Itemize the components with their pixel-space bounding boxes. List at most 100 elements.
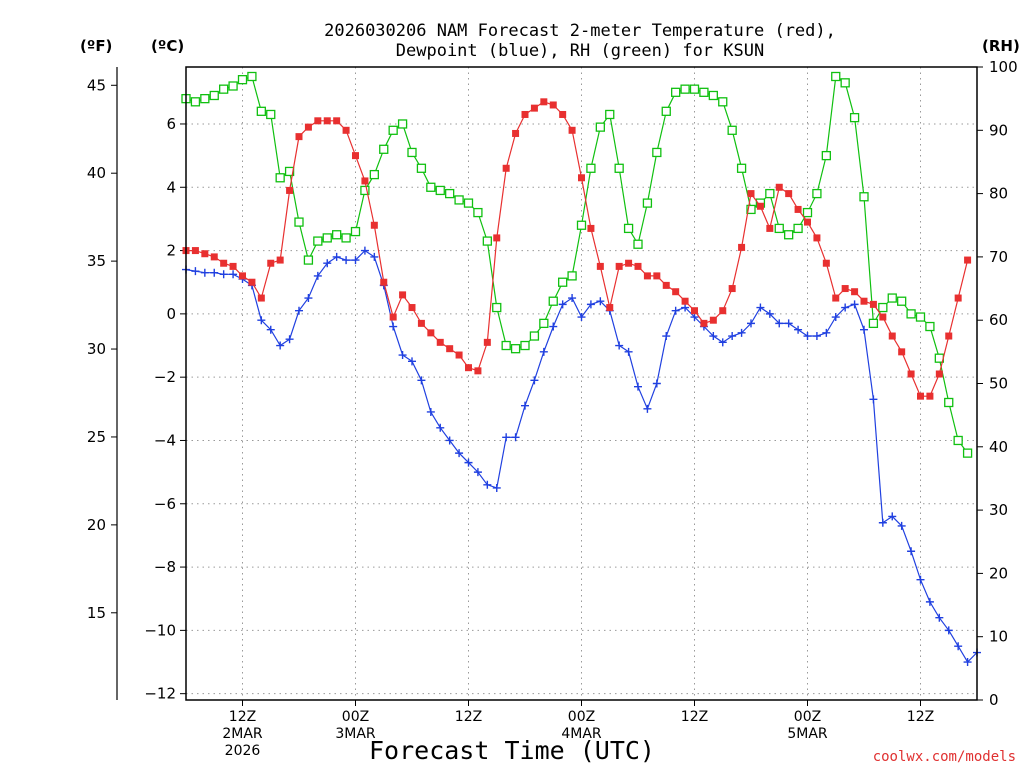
time-tick-label: 12Z	[455, 709, 482, 725]
fahrenheit-tick-label: 35	[87, 252, 106, 270]
dewpoint-point	[568, 294, 577, 303]
dewpoint-point	[210, 268, 219, 277]
temperature-point	[304, 123, 312, 131]
dewpoint-point	[408, 357, 416, 366]
dewpoint-point	[511, 433, 520, 442]
celsius-tick-label: −2	[154, 368, 176, 386]
rh-point	[887, 293, 897, 303]
rh-point	[840, 78, 850, 88]
dewpoint-point	[765, 309, 774, 318]
rh-point	[379, 144, 389, 154]
temperature-point	[380, 278, 388, 286]
rh-tick-label: 50	[989, 375, 1008, 393]
dewpoint-point	[549, 322, 558, 331]
dewpoint-point	[445, 436, 454, 445]
rh-point	[897, 296, 907, 306]
temperature-point	[502, 164, 510, 172]
dewpoint-point	[935, 613, 944, 622]
rh-point	[576, 220, 587, 230]
dewpoint-point	[332, 252, 341, 261]
rh-point	[944, 397, 954, 408]
chart-title-line2: Dewpoint (blue), RH (green) for KSUN	[396, 41, 764, 61]
celsius-tick-label: 4	[166, 178, 176, 196]
dewpoint-point	[831, 313, 840, 322]
dewpoint-point	[200, 268, 209, 277]
temperature-point	[191, 247, 199, 255]
dewpoint-line	[185, 249, 978, 663]
dewpoint-point	[728, 332, 737, 341]
rh-point	[435, 185, 445, 196]
plot-frame	[185, 66, 978, 701]
rh-point	[962, 448, 973, 458]
temperature-point	[483, 338, 491, 346]
temperature-point	[813, 234, 821, 242]
time-tick-label: 00Z	[342, 709, 369, 725]
dewpoint-point	[492, 483, 501, 492]
temperature-point	[521, 110, 529, 118]
time-tick-label: 12Z	[907, 709, 934, 725]
dewpoint-point	[822, 328, 831, 337]
temperature-point	[681, 297, 689, 305]
dewpoint-point	[191, 267, 200, 276]
rh-point	[219, 84, 229, 94]
temperature-point	[389, 313, 397, 321]
dewpoint-point	[464, 458, 473, 467]
temperature-point	[738, 243, 746, 251]
temperature-point	[766, 224, 774, 232]
rh-point	[558, 277, 568, 287]
fahrenheit-tick-label: 25	[87, 428, 106, 446]
rh-point	[774, 223, 784, 234]
series-rh	[181, 71, 973, 458]
time-tick-label: 4MAR	[561, 726, 602, 742]
dewpoint-point	[624, 347, 633, 356]
rh-point	[275, 173, 285, 183]
temperature-point	[691, 307, 698, 315]
temperature-point	[220, 259, 228, 267]
celsius-tick-label: −10	[144, 621, 176, 639]
rh-point	[793, 223, 803, 234]
dewpoint-point	[295, 306, 303, 315]
temperature-point	[493, 234, 501, 242]
temperature-point	[822, 259, 830, 267]
x-axis-label: Forecast Time (UTC)	[369, 736, 655, 765]
temperature-point	[804, 218, 811, 226]
temperature-point	[869, 300, 877, 308]
dewpoint-point	[671, 306, 680, 315]
temperature-point	[926, 392, 934, 400]
rh-point	[416, 163, 427, 173]
temperature-point	[917, 392, 924, 400]
dewpoint-point	[313, 271, 322, 280]
rh-point	[209, 90, 219, 101]
temperature-point	[606, 304, 614, 312]
rh-point	[247, 71, 257, 82]
rh-tick-label: 100	[989, 58, 1018, 76]
rh-point	[727, 125, 737, 135]
rh-point	[294, 217, 304, 227]
rh-point	[228, 81, 238, 91]
chart-title-line1: 2026030206 NAM Forecast 2-meter Temperat…	[324, 21, 836, 41]
dewpoint-point	[596, 297, 605, 306]
rh-point	[906, 309, 916, 319]
time-tick-label: 00Z	[794, 709, 821, 725]
fahrenheit-tick-label: 15	[87, 604, 106, 622]
time-tick-label: 2026	[225, 743, 261, 759]
temperature-point	[257, 294, 265, 302]
temperature-point	[775, 183, 783, 191]
temperature-point	[879, 313, 887, 321]
temperature-point	[436, 338, 444, 346]
fahrenheit-tick-label: 40	[87, 164, 106, 182]
dewpoint-point	[266, 325, 275, 334]
dewpoint-point	[417, 376, 426, 385]
temperature-point	[559, 110, 567, 118]
temperature-point	[342, 126, 350, 134]
dewpoint-point	[916, 575, 925, 584]
temperature-point	[229, 262, 237, 270]
dewpoint-point	[426, 407, 435, 416]
dewpoint-point	[794, 325, 803, 334]
temperature-point	[512, 129, 520, 137]
credit-text: coolwx.com/models	[873, 749, 1016, 765]
dewpoint-point	[963, 658, 972, 667]
time-tick-label: 12Z	[229, 709, 256, 725]
rh-point	[765, 188, 775, 199]
dewpoint-point	[304, 294, 313, 303]
